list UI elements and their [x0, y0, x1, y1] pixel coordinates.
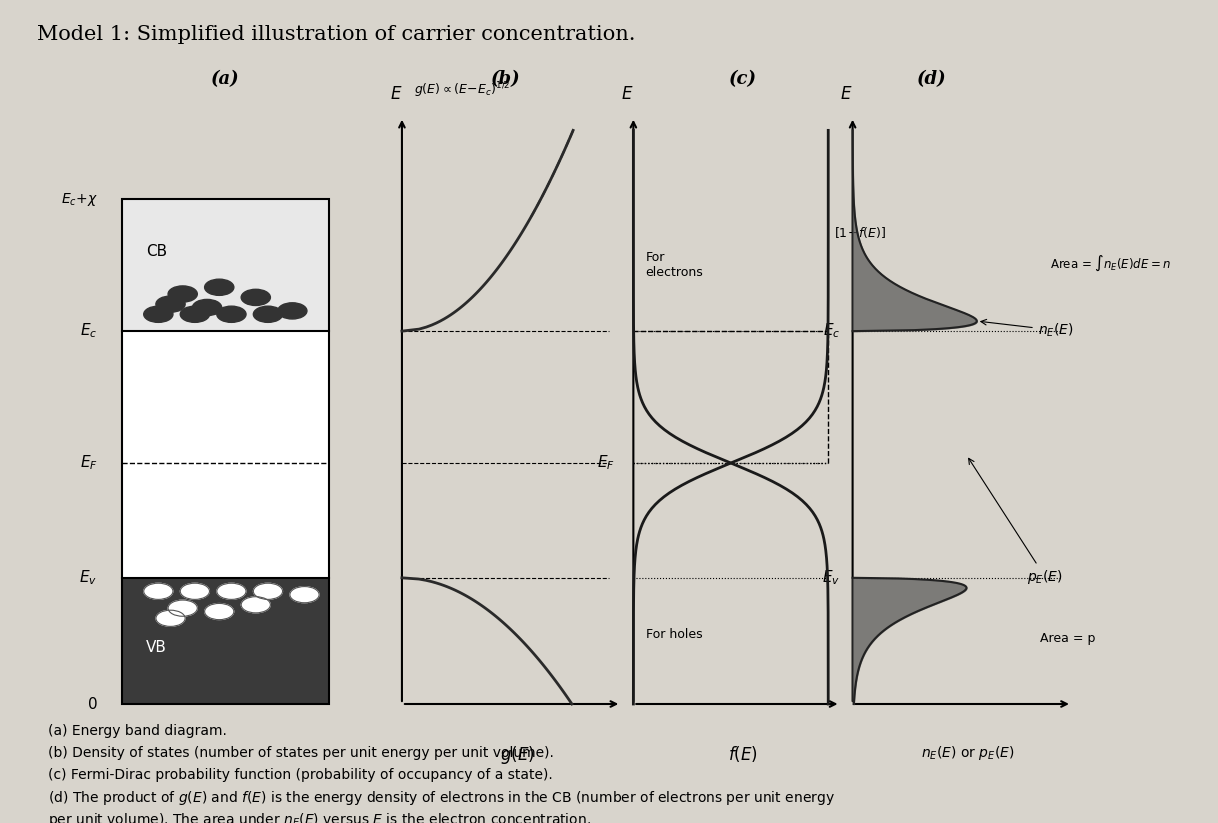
Text: $E$: $E$ — [621, 86, 633, 104]
Text: (c): (c) — [730, 70, 756, 87]
Text: Area = $\int n_E(E)dE=n$: Area = $\int n_E(E)dE=n$ — [1050, 254, 1170, 273]
Circle shape — [278, 303, 307, 319]
Bar — [122, 199, 329, 331]
Text: per unit volume). The area under $n_E(E)$ versus $E$ is the electron concentrati: per unit volume). The area under $n_E(E)… — [49, 811, 591, 823]
Bar — [122, 578, 329, 704]
Circle shape — [180, 306, 209, 323]
Circle shape — [253, 584, 283, 599]
Circle shape — [156, 296, 185, 312]
Circle shape — [192, 300, 222, 315]
Circle shape — [168, 286, 197, 302]
Bar — [122, 331, 329, 578]
Text: (b) Density of states (number of states per unit energy per unit volume).: (b) Density of states (number of states … — [49, 746, 554, 760]
Circle shape — [241, 597, 270, 613]
Circle shape — [290, 587, 319, 602]
Text: CB: CB — [146, 244, 167, 259]
Text: $[1\!-\!f(E)]$: $[1\!-\!f(E)]$ — [834, 226, 887, 240]
Text: $E$: $E$ — [840, 86, 853, 104]
Text: $E_F$: $E_F$ — [597, 453, 615, 472]
Text: VB: VB — [146, 640, 167, 655]
Text: $E$: $E$ — [390, 86, 402, 104]
Text: $E_F$: $E_F$ — [79, 453, 97, 472]
Text: (d) The product of $g(E)$ and $f(E)$ is the energy density of electrons in the C: (d) The product of $g(E)$ and $f(E)$ is … — [49, 789, 836, 807]
Text: (b): (b) — [491, 70, 520, 87]
Text: $E_c$+$\chi$: $E_c$+$\chi$ — [61, 191, 97, 207]
Text: $g(E)$: $g(E)$ — [501, 745, 535, 766]
Text: $n_E(E)$ or $p_E(E)$: $n_E(E)$ or $p_E(E)$ — [922, 745, 1015, 762]
Text: $E_c$: $E_c$ — [823, 322, 840, 341]
Circle shape — [180, 584, 209, 599]
Text: For
electrons: For electrons — [646, 251, 703, 279]
Bar — [122, 199, 329, 704]
Text: $E_v$: $E_v$ — [79, 569, 97, 587]
Text: For holes: For holes — [646, 628, 702, 640]
Circle shape — [156, 610, 185, 626]
Text: (d): (d) — [917, 70, 946, 87]
Text: Model 1: Simplified illustration of carrier concentration.: Model 1: Simplified illustration of carr… — [37, 25, 635, 44]
Text: $0$: $0$ — [86, 696, 97, 712]
Text: (c) Fermi-Dirac probability function (probability of occupancy of a state).: (c) Fermi-Dirac probability function (pr… — [49, 768, 553, 782]
Circle shape — [168, 600, 197, 616]
Text: (a): (a) — [211, 70, 240, 87]
Text: Area = p: Area = p — [1039, 632, 1095, 645]
Text: $f(E)$: $f(E)$ — [728, 745, 758, 765]
Text: $E_c$: $E_c$ — [80, 322, 97, 341]
Text: $p_E(E)$: $p_E(E)$ — [968, 458, 1063, 586]
Circle shape — [144, 306, 173, 323]
Text: (a) Energy band diagram.: (a) Energy band diagram. — [49, 724, 227, 738]
Circle shape — [217, 584, 246, 599]
Text: $g(E) \propto (E\!-\!E_c)^{1/2}$: $g(E) \propto (E\!-\!E_c)^{1/2}$ — [414, 80, 510, 100]
Circle shape — [205, 279, 234, 295]
Text: $n_E(E)$: $n_E(E)$ — [980, 319, 1073, 339]
Circle shape — [241, 290, 270, 305]
Circle shape — [253, 306, 283, 323]
Circle shape — [217, 306, 246, 323]
Circle shape — [144, 584, 173, 599]
Circle shape — [205, 603, 234, 620]
Text: $E_v$: $E_v$ — [822, 569, 840, 587]
